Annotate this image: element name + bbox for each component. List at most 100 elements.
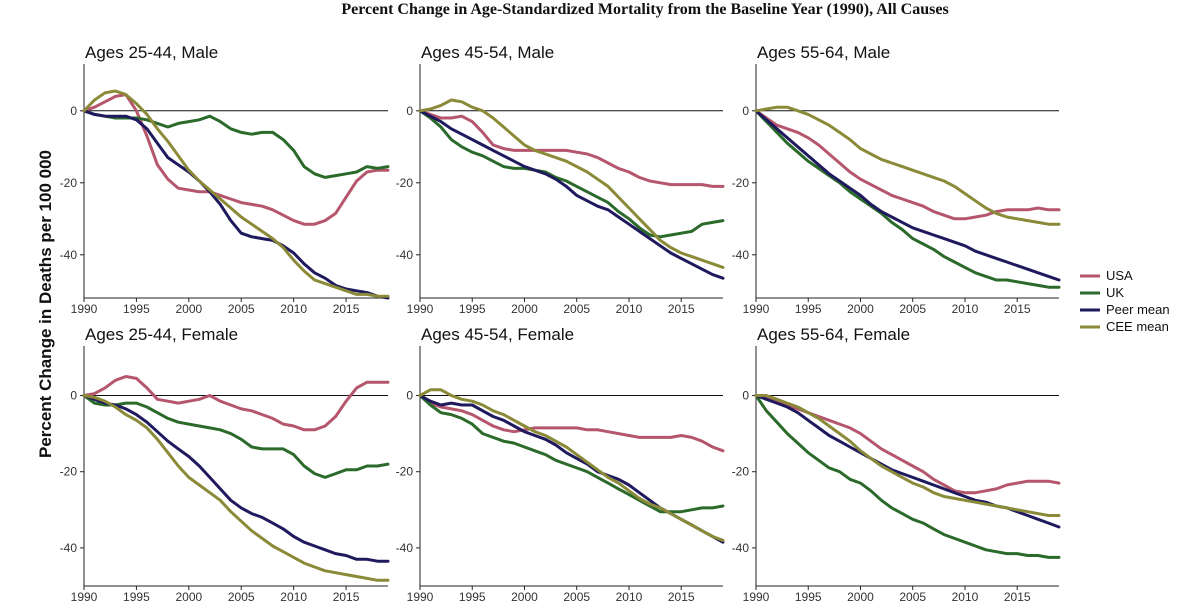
y-tick-label: -20 <box>732 176 750 190</box>
series-line-uk <box>754 394 1061 559</box>
series-line-peer-mean <box>754 109 1061 282</box>
x-tick-label: 2010 <box>280 590 307 602</box>
panel-title: Ages 25-44, Female <box>85 325 238 344</box>
y-tick-label: -20 <box>396 176 414 190</box>
y-tick-label: 0 <box>406 104 413 118</box>
x-tick-label: 2005 <box>563 302 590 316</box>
y-tick-label: -40 <box>60 248 78 262</box>
series-line-usa <box>82 93 390 226</box>
series-line-cee-mean <box>82 89 390 298</box>
x-tick-label: 2010 <box>280 302 307 316</box>
series-line-uk <box>418 394 725 514</box>
y-tick-label: 0 <box>406 389 413 403</box>
x-tick-label: 2005 <box>899 302 926 316</box>
series-line-uk <box>754 109 1061 289</box>
chart-title: Percent Change in Age-Standardized Morta… <box>341 1 948 18</box>
panel-1: Ages 25-44, Male 0 -20 -40 1990 1995 2000 2005 2… <box>60 43 390 316</box>
y-tick-label: 0 <box>742 389 749 403</box>
x-tick-label: 1990 <box>743 302 770 316</box>
x-tick-label: 2005 <box>899 590 926 602</box>
legend-item: UK <box>1080 285 1124 300</box>
x-tick-label: 1990 <box>407 590 434 602</box>
legend-label: CEE mean <box>1106 319 1169 334</box>
x-tick-label: 1990 <box>743 590 770 602</box>
x-tick-label: 1990 <box>407 302 434 316</box>
y-tick-label: -40 <box>732 541 750 555</box>
series-line-cee-mean <box>418 388 725 542</box>
x-tick-label: 2000 <box>847 302 874 316</box>
panel-title: Ages 45-54, Male <box>421 43 554 62</box>
x-tick-label: 2015 <box>333 302 360 316</box>
x-tick-label: 2000 <box>175 302 202 316</box>
y-tick-label: -20 <box>732 465 750 479</box>
panel-4: Ages 25-44, Female 0 -20 -40 1990 1995 2000 200… <box>60 325 390 602</box>
y-tick-label: -40 <box>396 541 414 555</box>
x-tick-label: 1990 <box>71 590 98 602</box>
series-line-cee-mean <box>754 105 1061 226</box>
series-line-usa <box>418 394 725 453</box>
x-tick-label: 2000 <box>511 302 538 316</box>
series-line-uk <box>82 109 390 179</box>
y-tick-label: 0 <box>742 104 749 118</box>
x-tick-label: 2005 <box>228 302 255 316</box>
y-tick-label: -40 <box>60 541 78 555</box>
series-line-peer-mean <box>82 109 390 300</box>
legend-item: USA <box>1080 268 1133 283</box>
x-tick-label: 2015 <box>1004 590 1031 602</box>
series-line-peer-mean <box>418 109 725 280</box>
x-tick-label: 2015 <box>668 302 695 316</box>
legend-label: Peer mean <box>1106 302 1170 317</box>
series-line-peer-mean <box>82 394 390 563</box>
y-tick-label: -20 <box>60 176 78 190</box>
x-tick-label: 2010 <box>952 590 979 602</box>
y-tick-label: -20 <box>396 465 414 479</box>
series-line-cee-mean <box>754 394 1061 517</box>
panel-6: Ages 55-64, Female 0 -20 -40 1990 1995 2000 200… <box>732 325 1061 602</box>
series-line-cee-mean <box>82 394 390 582</box>
x-tick-label: 2015 <box>668 590 695 602</box>
x-tick-label: 2010 <box>616 590 643 602</box>
x-tick-label: 1990 <box>71 302 98 316</box>
series-line-uk <box>418 109 725 239</box>
x-tick-label: 2010 <box>616 302 643 316</box>
x-tick-label: 2015 <box>333 590 360 602</box>
x-tick-label: 2005 <box>563 590 590 602</box>
x-tick-label: 2000 <box>511 590 538 602</box>
x-tick-label: 1995 <box>459 302 486 316</box>
series-line-usa <box>82 375 390 432</box>
panel-title: Ages 55-64, Male <box>757 43 890 62</box>
series-line-cee-mean <box>418 98 725 269</box>
legend-label: USA <box>1106 268 1133 283</box>
panel-5: Ages 45-54, Female 0 -20 -40 1990 1995 2000 200… <box>396 325 725 602</box>
x-tick-label: 1995 <box>795 590 822 602</box>
x-tick-label: 1995 <box>459 590 486 602</box>
series-line-peer-mean <box>754 394 1061 529</box>
x-tick-label: 2005 <box>228 590 255 602</box>
legend-label: UK <box>1106 285 1124 300</box>
x-tick-label: 1995 <box>123 590 150 602</box>
panel-title: Ages 45-54, Female <box>421 325 574 344</box>
legend-item: Peer mean <box>1080 302 1170 317</box>
panel-title: Ages 55-64, Female <box>757 325 910 344</box>
x-tick-label: 1995 <box>123 302 150 316</box>
panel-title: Ages 25-44, Male <box>85 43 218 62</box>
y-tick-label: -40 <box>732 248 750 262</box>
x-tick-label: 2015 <box>1004 302 1031 316</box>
legend: USA UK Peer mean CEE mean <box>1080 268 1170 334</box>
legend-item: CEE mean <box>1080 319 1169 334</box>
y-tick-label: -40 <box>396 248 414 262</box>
y-tick-label: -20 <box>60 465 78 479</box>
x-tick-label: 2000 <box>175 590 202 602</box>
x-tick-label: 1995 <box>795 302 822 316</box>
y-axis-label: Percent Change in Deaths per 100 000 <box>36 150 55 458</box>
panel-2: Ages 45-54, Male 0 -20 -40 1990 1995 2000 2005 2… <box>396 43 725 316</box>
x-tick-label: 2010 <box>952 302 979 316</box>
y-tick-label: 0 <box>70 389 77 403</box>
panel-3: Ages 55-64, Male 0 -20 -40 1990 1995 2000 2005 2… <box>732 43 1061 316</box>
y-tick-label: 0 <box>70 104 77 118</box>
series-line-peer-mean <box>418 394 725 544</box>
panels-grid: Ages 25-44, Male 0 -20 -40 1990 1995 2000 2005 2… <box>60 43 1061 602</box>
series-line-usa <box>418 109 725 188</box>
x-tick-label: 2000 <box>847 590 874 602</box>
